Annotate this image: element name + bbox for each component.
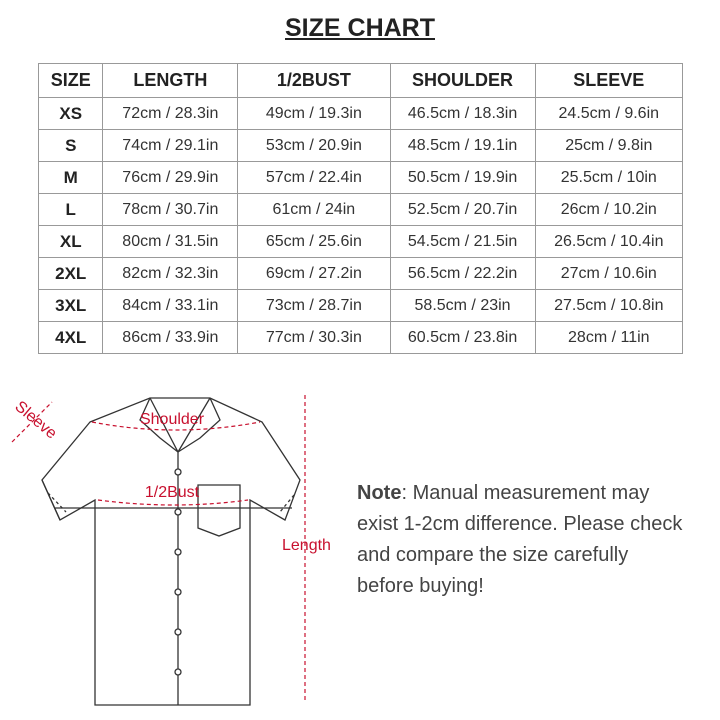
size-cell: M — [37, 161, 104, 194]
note: Note: Manual measurement may exist 1-2cm… — [357, 478, 687, 602]
cell: 26.5cm / 10.4in — [534, 225, 684, 258]
cell: 80cm / 31.5in — [102, 225, 239, 258]
cell: 69cm / 27.2in — [237, 257, 391, 290]
note-text: : Manual measurement may exist 1-2cm dif… — [357, 482, 683, 597]
table-row: L 78cm / 30.7in 61cm / 24in 52.5cm / 20.7in… — [37, 193, 684, 226]
cell: 27.5cm / 10.8in — [534, 289, 684, 322]
size-cell: 3XL — [37, 289, 104, 322]
cell: 50.5cm / 19.9in — [389, 161, 536, 194]
cell: 74cm / 29.1in — [102, 129, 239, 162]
shirt — [41, 397, 301, 706]
length-label: Length — [282, 537, 331, 554]
cell: 49cm / 19.3in — [237, 97, 391, 130]
cell: 65cm / 25.6in — [237, 225, 391, 258]
table-row: S 74cm / 29.1in 53cm / 20.9in 48.5cm / 19.1… — [37, 129, 684, 162]
header-cell: SHOULDER — [389, 63, 536, 98]
shirt-diagram: Shoulder 1/2Bust Length Sleeve — [11, 395, 331, 706]
cell: 84cm / 33.1in — [102, 289, 239, 322]
cell: 61cm / 24in — [237, 193, 391, 226]
cell: 48.5cm / 19.1in — [389, 129, 536, 162]
size-table: SIZE LENGTH 1/2BUST SHOULDER SLEEVE XS 72cm /… — [37, 63, 684, 354]
cell: 53cm / 20.9in — [237, 129, 391, 162]
cell: 77cm / 30.3in — [237, 321, 391, 354]
size-cell: L — [37, 193, 104, 226]
cell: 25.5cm / 10in — [534, 161, 684, 194]
cell: 58.5cm / 23in — [389, 289, 536, 322]
size-cell: 2XL — [37, 257, 104, 290]
cell: 86cm / 33.9in — [102, 321, 239, 354]
table-body: XS 72cm / 28.3in 49cm / 19.3in 46.5cm / 18.… — [37, 97, 684, 354]
table-row: M 76cm / 29.9in 57cm / 22.4in 50.5cm / 19.9… — [37, 161, 684, 194]
bust-label: 1/2Bust — [145, 484, 200, 501]
header-cell: LENGTH — [102, 63, 239, 98]
table-row: 2XL 82cm / 32.3in 69cm / 27.2in 56.5cm / 22… — [37, 257, 684, 290]
cell: 46.5cm / 18.3in — [389, 97, 536, 130]
size-cell: 4XL — [37, 321, 104, 354]
cell: 72cm / 28.3in — [102, 97, 239, 130]
header-cell: 1/2BUST — [237, 63, 391, 98]
shoulder-label: Shoulder — [140, 411, 205, 428]
cell: 73cm / 28.7in — [237, 289, 391, 322]
cell: 57cm / 22.4in — [237, 161, 391, 194]
table-row: XS 72cm / 28.3in 49cm / 19.3in 46.5cm / 18.… — [37, 97, 684, 130]
cell: 28cm / 11in — [534, 321, 684, 354]
cell: 60.5cm / 23.8in — [389, 321, 536, 354]
header-cell: SIZE — [37, 63, 104, 98]
table-row: XL 80cm / 31.5in 65cm / 25.6in 54.5cm / 21.… — [37, 225, 684, 258]
header-row: SIZE LENGTH 1/2BUST SHOULDER SLEEVE — [37, 63, 684, 98]
cell: 78cm / 30.7in — [102, 193, 239, 226]
cell: 26cm / 10.2in — [534, 193, 684, 226]
cell: 52.5cm / 20.7in — [389, 193, 536, 226]
cell: 25cm / 9.8in — [534, 129, 684, 162]
table-row: 4XL 86cm / 33.9in 77cm / 30.3in 60.5cm / 23… — [37, 321, 684, 354]
header-cell: SLEEVE — [534, 63, 684, 98]
cell: 82cm / 32.3in — [102, 257, 239, 290]
cell: 76cm / 29.9in — [102, 161, 239, 194]
title: SIZE CHART — [285, 14, 435, 42]
cell: 56.5cm / 22.2in — [389, 257, 536, 290]
size-cell: XL — [37, 225, 104, 258]
cell: 54.5cm / 21.5in — [389, 225, 536, 258]
size-cell: S — [37, 129, 104, 162]
size-cell: XS — [37, 97, 104, 130]
note-label: Note — [357, 482, 402, 504]
measure-lines — [11, 395, 306, 700]
table-row: 3XL 84cm / 33.1in 73cm / 28.7in 58.5cm / 23… — [37, 289, 684, 322]
cell: 24.5cm / 9.6in — [534, 97, 684, 130]
cell: 27cm / 10.6in — [534, 257, 684, 290]
